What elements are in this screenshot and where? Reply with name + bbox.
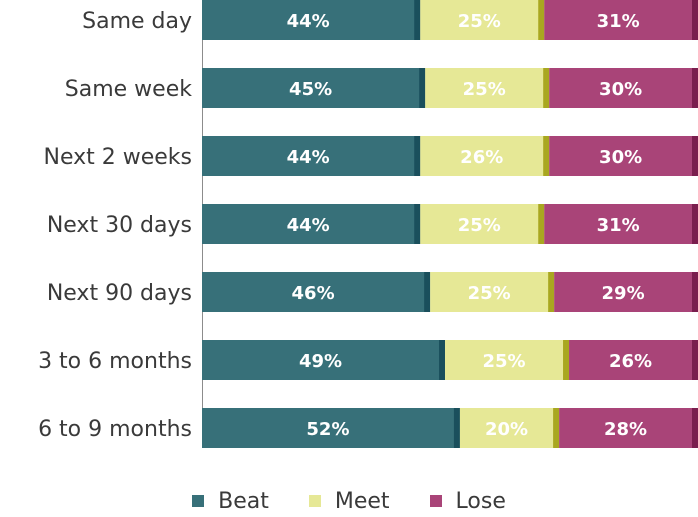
data-label-lose-next-2-weeks: 30% [599, 147, 642, 168]
bar-edge-lose-3-to-6-months [692, 340, 698, 380]
bar-lose-same-week [549, 68, 698, 108]
category-label-same-week: Same week [65, 77, 192, 102]
bar-beat-next-30-days [202, 204, 421, 244]
bar-edge-lose-6-to-9-months [692, 408, 698, 448]
category-label-next-30-days: Next 30 days [47, 213, 192, 238]
stacked-bar-chart: Same day 44% 25% 31% Same week 45% 25% 30% Next … [38, 0, 698, 448]
data-label-beat-next-90-days: 46% [292, 283, 335, 304]
legend: Beat Meet Lose [0, 486, 698, 516]
data-label-beat-next-30-days: 44% [287, 215, 330, 236]
bar-beat-6-to-9-months [202, 408, 460, 448]
data-label-meet-3-to-6-months: 25% [482, 351, 525, 372]
bar-meet-next-30-days [420, 204, 545, 244]
legend-swatch-meet [308, 495, 321, 507]
bar-lose-6-to-9-months [559, 408, 698, 448]
bar-edge-meet-same-week [543, 68, 550, 108]
data-label-meet-next-90-days: 25% [468, 283, 511, 304]
bar-edge-meet-next-30-days [538, 204, 545, 244]
data-label-beat-next-2-weeks: 44% [287, 147, 330, 168]
bar-lose-next-90-days [554, 272, 698, 312]
bar-edge-meet-same-day [538, 0, 545, 40]
bar-beat-same-day [202, 0, 421, 40]
data-label-beat-same-week: 45% [289, 79, 332, 100]
legend-label-beat: Beat [218, 488, 269, 514]
data-label-meet-next-30-days: 25% [458, 215, 501, 236]
bar-edge-beat-next-2-weeks [414, 136, 421, 176]
category-label-3-to-6-months: 3 to 6 months [38, 349, 192, 374]
bar-edge-lose-next-2-weeks [692, 136, 698, 176]
bar-edge-meet-next-90-days [548, 272, 555, 312]
bar-lose-same-day [544, 0, 698, 40]
bar-lose-next-2-weeks [549, 136, 698, 176]
data-label-beat-3-to-6-months: 49% [299, 351, 342, 372]
bar-edge-lose-same-week [692, 68, 698, 108]
legend-swatch-lose [429, 495, 442, 507]
bar-edge-beat-same-day [414, 0, 421, 40]
bar-beat-same-week [202, 68, 426, 108]
category-label-6-to-9-months: 6 to 9 months [38, 417, 192, 442]
bar-beat-next-90-days [202, 272, 431, 312]
legend-item-beat: Beat [192, 489, 269, 514]
bar-meet-3-to-6-months [445, 340, 570, 380]
category-label-next-2-weeks: Next 2 weeks [44, 145, 193, 170]
data-label-beat-6-to-9-months: 52% [306, 419, 349, 440]
legend-item-lose: Lose [429, 488, 506, 514]
bar-beat-next-2-weeks [202, 136, 421, 176]
bar-beat-3-to-6-months [202, 340, 446, 380]
bar-edge-beat-next-30-days [414, 204, 421, 244]
legend-swatch-beat [192, 495, 205, 507]
data-label-lose-3-to-6-months: 26% [609, 351, 652, 372]
legend-item-meet: Meet [308, 488, 390, 514]
data-label-meet-same-day: 25% [458, 11, 501, 32]
bar-meet-6-to-9-months [459, 408, 560, 448]
data-label-lose-6-to-9-months: 28% [604, 419, 647, 440]
bar-edge-meet-3-to-6-months [563, 340, 570, 380]
bar-meet-next-2-weeks [420, 136, 550, 176]
data-label-meet-6-to-9-months: 20% [485, 419, 528, 440]
data-label-lose-next-90-days: 29% [602, 283, 645, 304]
bar-meet-next-90-days [430, 272, 555, 312]
data-label-meet-same-week: 25% [463, 79, 506, 100]
bar-lose-next-30-days [544, 204, 698, 244]
bar-edge-beat-6-to-9-months [453, 408, 460, 448]
data-label-beat-same-day: 44% [287, 11, 330, 32]
bar-edge-lose-next-90-days [692, 272, 698, 312]
bar-lose-3-to-6-months [569, 340, 698, 380]
data-label-lose-same-week: 30% [599, 79, 642, 100]
bar-edge-beat-3-to-6-months [439, 340, 446, 380]
bar-edge-beat-same-week [419, 68, 426, 108]
data-label-lose-next-30-days: 31% [597, 215, 640, 236]
bar-edge-meet-6-to-9-months [553, 408, 560, 448]
bar-edge-beat-next-90-days [424, 272, 431, 312]
bar-meet-same-day [420, 0, 545, 40]
bar-edge-lose-same-day [692, 0, 698, 40]
data-label-lose-same-day: 31% [597, 11, 640, 32]
bar-edge-lose-next-30-days [692, 204, 698, 244]
bar-edge-meet-next-2-weeks [543, 136, 550, 176]
category-label-next-90-days: Next 90 days [47, 281, 192, 306]
legend-label-meet: Meet [334, 488, 390, 514]
category-label-same-day: Same day [82, 9, 192, 34]
data-label-meet-next-2-weeks: 26% [460, 147, 503, 168]
legend-label-lose: Lose [455, 488, 506, 514]
bar-meet-same-week [425, 68, 550, 108]
